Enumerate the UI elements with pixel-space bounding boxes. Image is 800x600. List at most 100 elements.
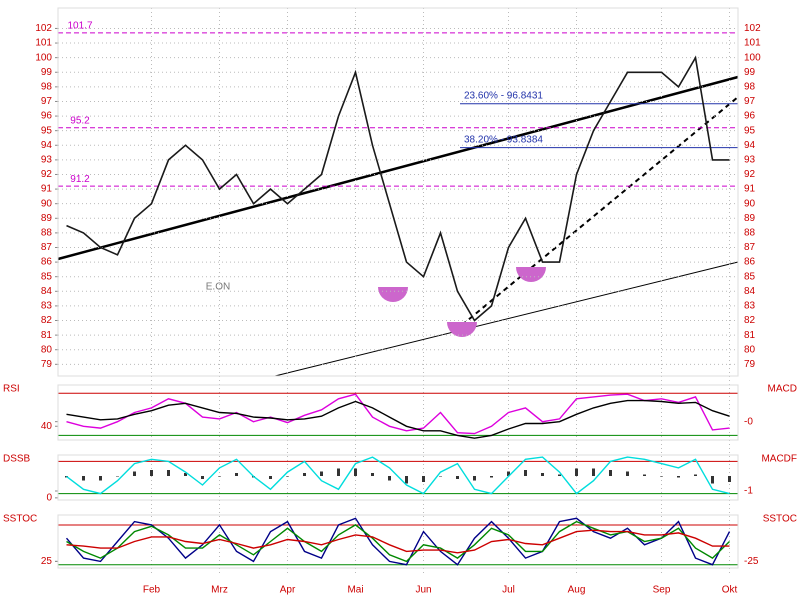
fib-label: 23.60% - 96.8431 xyxy=(464,90,543,101)
y-tick-label: 96 xyxy=(41,111,53,122)
series-line xyxy=(66,399,730,439)
bar xyxy=(592,468,595,476)
x-tick-label: Jun xyxy=(415,585,431,596)
x-tick-label: Mai xyxy=(347,585,363,596)
bar xyxy=(660,476,663,477)
bar xyxy=(558,474,561,476)
bar xyxy=(354,468,357,476)
panel-label: MACD xyxy=(768,384,797,395)
bar xyxy=(643,474,646,476)
y2-tick-label: 96 xyxy=(744,111,756,122)
y2-tick-label: 92 xyxy=(744,169,756,180)
y2-tick-label: 89 xyxy=(744,213,756,224)
x-tick-label: Sep xyxy=(653,585,671,596)
y2-tick-label: 83 xyxy=(744,301,756,312)
x-tick-label: Okt xyxy=(722,585,738,596)
bar xyxy=(575,468,578,476)
bar xyxy=(422,476,425,482)
bar xyxy=(184,473,187,476)
panel-label: SSTOC xyxy=(3,514,37,525)
panel-frame xyxy=(57,7,739,377)
y-tick-label: 101 xyxy=(35,38,52,49)
bar xyxy=(99,476,102,481)
bar xyxy=(337,468,340,476)
y-tick-label: 94 xyxy=(41,140,53,151)
y-tick-label: 93 xyxy=(41,155,53,166)
y2-tick-label: 95 xyxy=(744,125,756,136)
y-tick-label: 81 xyxy=(41,330,53,341)
marker xyxy=(447,322,477,337)
y-tick-label: 88 xyxy=(41,228,53,239)
trend-line xyxy=(274,261,739,377)
y-tick-label: 40 xyxy=(41,421,53,432)
bar xyxy=(133,471,136,476)
bar xyxy=(303,473,306,476)
panel-frame xyxy=(57,384,739,441)
bar xyxy=(728,476,731,482)
bar xyxy=(116,476,119,477)
annotation: E.ON xyxy=(206,282,230,293)
y-tick-label: 97 xyxy=(41,96,53,107)
bar xyxy=(439,476,442,477)
series-line xyxy=(66,456,730,495)
y-tick-label: 102 xyxy=(35,23,52,34)
y2-tick-label: 91 xyxy=(744,184,756,195)
bar xyxy=(694,474,697,476)
bar xyxy=(320,471,323,476)
y-tick-label: 95 xyxy=(41,125,53,136)
y2-tick-label: 82 xyxy=(744,315,756,326)
bar xyxy=(507,471,510,476)
x-tick-label: Jul xyxy=(502,585,515,596)
trend-lines xyxy=(57,75,739,377)
x-tick-label: Feb xyxy=(143,585,161,596)
bar xyxy=(150,470,153,476)
y-tick-label: 84 xyxy=(41,286,53,297)
y2-tick-label: -1 xyxy=(744,486,753,497)
y2-tick-label: 87 xyxy=(744,242,756,253)
y-tick-label: 82 xyxy=(41,315,53,326)
y2-tick-label: 101 xyxy=(744,38,761,49)
y-tick-label: 100 xyxy=(35,52,52,63)
y2-tick-label: 94 xyxy=(744,140,756,151)
x-tick-label: Aug xyxy=(568,585,586,596)
y2-tick-label: 81 xyxy=(744,330,756,341)
bar xyxy=(626,471,629,476)
panel-frame xyxy=(57,514,739,569)
bar xyxy=(218,476,221,477)
level-label: 101.7 xyxy=(67,20,92,31)
level-label: 95.2 xyxy=(70,115,90,126)
marker xyxy=(378,287,408,302)
y-tick-label: 86 xyxy=(41,257,53,268)
bar xyxy=(490,476,493,478)
y2-tick-label: 80 xyxy=(744,344,756,355)
y-tick-label: 0 xyxy=(46,492,52,503)
y2-tick-label: 85 xyxy=(744,271,756,282)
bar xyxy=(711,476,714,484)
bar xyxy=(405,476,408,484)
bar xyxy=(371,473,374,476)
y2-tick-label: -25 xyxy=(744,556,759,567)
bar xyxy=(609,470,612,476)
y-tick-label: 25 xyxy=(41,556,53,567)
y2-tick-label: 88 xyxy=(744,228,756,239)
x-tick-label: Apr xyxy=(280,585,296,596)
y2-tick-label: -0 xyxy=(744,416,753,427)
bar xyxy=(677,476,680,478)
y2-tick-label: 98 xyxy=(744,81,756,92)
x-tick-label: Mrz xyxy=(211,585,228,596)
series-line xyxy=(66,393,730,435)
y2-tick-label: 90 xyxy=(744,198,756,209)
y-tick-label: 83 xyxy=(41,301,53,312)
bar xyxy=(388,476,391,481)
bar xyxy=(269,476,272,479)
y-tick-label: 87 xyxy=(41,242,53,253)
y2-tick-label: 84 xyxy=(744,286,756,297)
bar xyxy=(201,476,204,479)
y2-tick-label: 99 xyxy=(744,67,756,78)
y-tick-label: 91 xyxy=(41,184,53,195)
bar xyxy=(473,476,476,481)
y-tick-label: 99 xyxy=(41,67,53,78)
panel-label: SSTOC xyxy=(763,514,797,525)
